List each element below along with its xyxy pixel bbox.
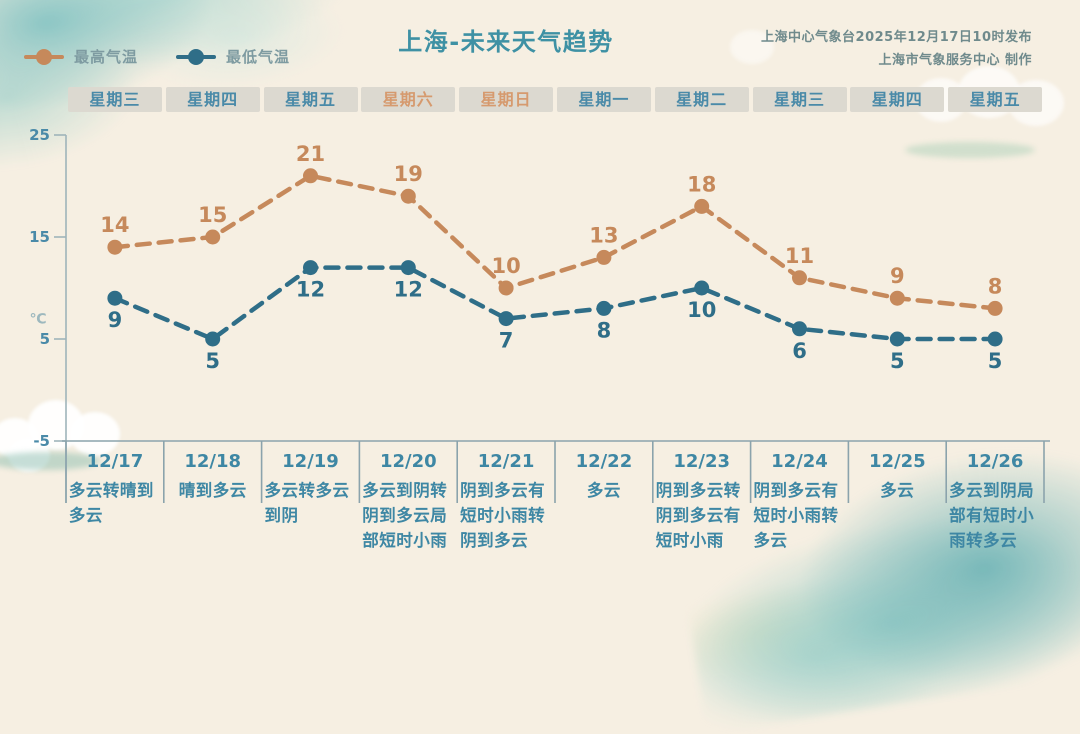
data-point bbox=[205, 331, 221, 347]
weekday-header-2: 星期五 bbox=[263, 87, 358, 112]
data-point bbox=[107, 239, 123, 255]
forecast-description: 多云转晴到多云 bbox=[68, 481, 154, 525]
data-point-label: 18 bbox=[687, 172, 716, 196]
data-point-label: 13 bbox=[589, 223, 618, 247]
data-point bbox=[498, 280, 514, 296]
data-point-label: 15 bbox=[198, 203, 227, 227]
weekday-header-1: 星期四 bbox=[165, 87, 260, 112]
series-line-0 bbox=[112, 173, 998, 311]
weekday-header-6: 星期二 bbox=[654, 87, 749, 112]
y-tick-label: -5 bbox=[33, 432, 50, 450]
weekday-header-4: 星期日 bbox=[459, 87, 554, 112]
data-point-label: 7 bbox=[499, 329, 514, 353]
data-point bbox=[694, 280, 710, 296]
forecast-date: 12/19 bbox=[282, 451, 339, 472]
data-point-label: 19 bbox=[394, 162, 423, 186]
weekday-header-8: 星期四 bbox=[850, 87, 945, 112]
data-point-label: 5 bbox=[988, 349, 1003, 373]
forecast-date: 12/20 bbox=[379, 451, 437, 472]
data-point bbox=[889, 331, 905, 347]
data-point-label: 5 bbox=[890, 349, 905, 373]
weekday-header-0: 星期三 bbox=[67, 87, 162, 112]
forecast-column-0: 12/17 多云转晴到多云 bbox=[66, 448, 164, 528]
data-point-label: 10 bbox=[491, 254, 520, 278]
forecast-column-1: 12/18 晴到多云 bbox=[164, 448, 262, 503]
page-title: 上海-未来天气趋势 bbox=[398, 28, 614, 56]
legend-label: 最高气温 bbox=[74, 48, 139, 66]
forecast-date: 12/18 bbox=[184, 451, 242, 472]
y-tick-label: 25 bbox=[29, 126, 50, 144]
data-point bbox=[400, 188, 416, 204]
cloud-top-center bbox=[730, 30, 774, 64]
weekday-header-9: 星期五 bbox=[948, 87, 1043, 112]
data-point-label: 11 bbox=[785, 244, 814, 268]
data-point-label: 12 bbox=[394, 278, 423, 302]
weekday-header-7: 星期三 bbox=[752, 87, 847, 112]
data-point bbox=[303, 168, 318, 184]
source-line-1: 上海中心气象台2025年12月17日10时发布 bbox=[761, 30, 1032, 45]
legend-item-1: 最低气温 bbox=[176, 46, 290, 67]
data-point bbox=[107, 290, 123, 306]
forecast-date: 12/17 bbox=[86, 451, 144, 472]
forecast-date: 12/21 bbox=[477, 451, 535, 472]
weekday-header-5: 星期一 bbox=[556, 87, 651, 112]
data-point-label: 8 bbox=[988, 274, 1003, 298]
legend: 最高气温 最低气温 bbox=[24, 46, 290, 67]
source-attribution: 上海中心气象台2025年12月17日10时发布 上海市气象服务中心 制作 bbox=[761, 26, 1032, 73]
forecast-column-2: 12/19 多云转多云到阴 bbox=[262, 448, 360, 528]
y-tick-label: 5 bbox=[40, 330, 50, 348]
series-line-1 bbox=[112, 265, 998, 342]
forecast-date: 12/22 bbox=[575, 451, 633, 472]
temperature-trend-chart: 25 15 5 -5 ℃ 14 15 21 19 10 13 18 11 9 8 9 5 12 12 7 8 10 6 5 5 bbox=[29, 126, 1050, 503]
legend-marker-icon bbox=[176, 48, 217, 65]
y-axis-unit-label: ℃ bbox=[30, 312, 47, 328]
data-point bbox=[205, 229, 221, 245]
data-point bbox=[792, 270, 807, 286]
data-point-label: 8 bbox=[597, 318, 612, 342]
forecast-description: 多云到阴转阴到多云局部短时小雨 bbox=[362, 481, 448, 550]
forecast-column-3: 12/20 多云到阴转阴到多云局部短时小雨 bbox=[359, 448, 457, 553]
legend-marker-icon bbox=[24, 48, 64, 65]
data-point-label: 14 bbox=[100, 213, 129, 237]
forecast-column-4: 12/21 阴到多云有短时小雨转阴到多云 bbox=[457, 448, 555, 553]
data-point bbox=[498, 311, 514, 327]
forecast-description: 多云 bbox=[586, 481, 621, 500]
source-line-2: 上海市气象服务中心 制作 bbox=[878, 53, 1032, 69]
forecast-description: 阴到多云有短时小雨转阴到多云 bbox=[460, 481, 546, 550]
data-point-label: 9 bbox=[890, 264, 905, 288]
data-point bbox=[400, 260, 416, 276]
data-point-label: 10 bbox=[687, 298, 716, 322]
data-point bbox=[596, 300, 612, 316]
data-point-label: 12 bbox=[296, 278, 325, 302]
data-point bbox=[889, 290, 905, 306]
forecast-column-5: 12/22 多云 bbox=[555, 448, 653, 503]
data-point bbox=[987, 331, 1003, 347]
data-point bbox=[987, 300, 1003, 316]
data-point bbox=[694, 198, 710, 214]
forecast-description: 多云转多云到阴 bbox=[264, 481, 350, 525]
data-point-label: 21 bbox=[296, 142, 325, 166]
data-point bbox=[303, 260, 318, 276]
data-point bbox=[596, 249, 612, 265]
forecast-description: 晴到多云 bbox=[178, 481, 247, 500]
legend-item-0: 最高气温 bbox=[24, 46, 138, 67]
data-point-label: 6 bbox=[792, 339, 807, 363]
data-point-label: 5 bbox=[205, 349, 220, 373]
legend-label: 最低气温 bbox=[226, 48, 291, 66]
data-point bbox=[792, 321, 807, 337]
data-point-label: 9 bbox=[108, 308, 123, 332]
weekday-header-3: 星期六 bbox=[361, 87, 456, 112]
y-tick-label: 15 bbox=[29, 228, 50, 246]
